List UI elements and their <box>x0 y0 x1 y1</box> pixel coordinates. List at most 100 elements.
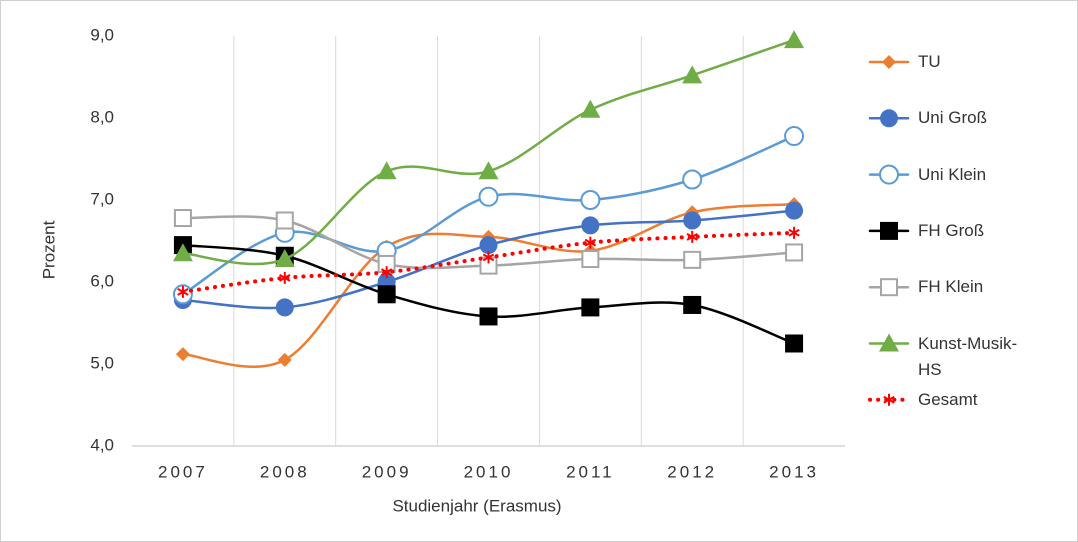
marker <box>581 298 600 317</box>
marker <box>377 285 396 304</box>
marker-shape <box>784 30 805 49</box>
x-tick-label: 2008 <box>260 462 310 481</box>
marker-shape <box>177 287 189 296</box>
marker-shape <box>175 347 190 362</box>
x-tick-label: 2013 <box>769 462 819 481</box>
marker-shape <box>581 298 600 317</box>
legend-label: FH Klein <box>918 277 984 297</box>
legend-label: Gesamt <box>918 389 978 409</box>
marker <box>784 30 805 49</box>
marker-shape <box>785 243 804 262</box>
marker-shape <box>882 55 896 69</box>
marker <box>274 249 295 268</box>
x-axis-label: Studienjahr (Erasmus) <box>392 496 561 515</box>
marker-shape <box>879 333 899 352</box>
marker-shape <box>683 295 702 314</box>
y-tick-label: 7,0 <box>90 189 114 208</box>
marker <box>785 243 804 262</box>
marker-shape <box>883 395 895 404</box>
marker-shape <box>277 352 292 367</box>
legend-label: Uni Groß <box>918 108 987 128</box>
marker-shape <box>683 211 702 230</box>
marker <box>275 298 294 317</box>
marker <box>784 126 805 147</box>
marker <box>788 226 800 239</box>
marker-shape <box>275 298 294 317</box>
marker <box>686 230 698 243</box>
x-tick-label: 2010 <box>464 462 514 481</box>
marker <box>478 186 499 207</box>
y-tick-label: 4,0 <box>90 435 114 454</box>
y-axis-label: Prozent <box>39 220 58 279</box>
marker <box>682 169 703 190</box>
marker-shape <box>788 228 800 237</box>
y-tick-label: 5,0 <box>90 353 114 372</box>
marker-shape <box>879 164 899 185</box>
marker <box>275 211 294 230</box>
marker <box>785 201 804 220</box>
marker <box>683 211 702 230</box>
marker <box>880 278 898 297</box>
marker-shape <box>682 169 703 190</box>
marker <box>584 236 597 249</box>
marker <box>683 250 702 269</box>
marker-shape <box>581 250 600 269</box>
marker-shape <box>784 126 805 147</box>
marker <box>279 271 291 284</box>
marker-shape <box>482 253 495 262</box>
marker-shape <box>478 186 499 207</box>
marker <box>785 334 804 353</box>
marker <box>380 266 393 279</box>
marker-shape <box>173 209 192 228</box>
marker-shape <box>376 161 397 180</box>
marker-shape <box>686 233 698 241</box>
marker <box>478 161 499 180</box>
marker-shape <box>584 238 597 247</box>
marker <box>482 251 495 264</box>
marker-shape <box>880 109 898 128</box>
marker <box>879 333 899 352</box>
legend-label: TU <box>918 52 941 71</box>
marker-shape <box>880 278 898 297</box>
x-tick-label: 2011 <box>566 462 615 481</box>
marker-shape <box>785 334 804 353</box>
marker <box>277 352 292 367</box>
marker <box>581 250 600 269</box>
marker <box>479 236 498 255</box>
marker <box>682 65 703 84</box>
marker-shape <box>478 161 499 180</box>
marker-shape <box>479 307 498 326</box>
marker <box>883 393 895 406</box>
y-tick-label: 8,0 <box>90 107 114 126</box>
marker <box>580 99 601 118</box>
y-tick-label: 6,0 <box>90 271 114 290</box>
marker-shape <box>274 249 295 268</box>
marker <box>880 221 898 240</box>
marker-shape <box>172 243 193 262</box>
marker <box>177 285 189 298</box>
marker-shape <box>580 190 601 210</box>
marker <box>376 161 397 180</box>
legend-label: Kunst-Musik-HS <box>918 333 1018 379</box>
marker <box>479 307 498 326</box>
marker-shape <box>682 65 703 84</box>
marker <box>880 109 898 128</box>
marker <box>882 55 896 69</box>
marker-shape <box>279 274 291 282</box>
marker-shape <box>377 285 396 304</box>
legend-label: Uni Klein <box>918 164 987 184</box>
marker-shape <box>880 221 898 240</box>
marker-shape <box>479 236 498 255</box>
marker <box>580 190 601 210</box>
marker-shape <box>580 99 601 118</box>
marker <box>172 243 193 262</box>
marker-shape <box>380 268 393 277</box>
x-tick-label: 2012 <box>667 462 717 481</box>
marker <box>683 295 702 314</box>
marker <box>173 209 192 228</box>
marker-shape <box>785 201 804 220</box>
marker-shape <box>275 211 294 230</box>
legend-label: FH Groß <box>918 220 985 240</box>
